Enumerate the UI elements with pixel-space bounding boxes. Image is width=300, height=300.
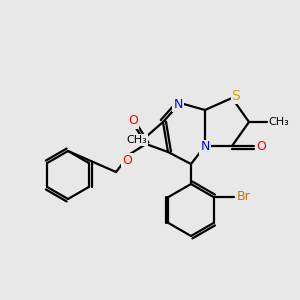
Text: CH₃: CH₃ bbox=[268, 117, 290, 127]
Text: O: O bbox=[256, 140, 266, 152]
Text: Br: Br bbox=[237, 190, 250, 203]
Text: O: O bbox=[128, 115, 138, 128]
Text: CH₃: CH₃ bbox=[127, 135, 147, 145]
Text: S: S bbox=[232, 89, 240, 103]
Text: O: O bbox=[122, 154, 132, 166]
Text: N: N bbox=[173, 98, 183, 110]
Text: N: N bbox=[200, 140, 210, 154]
